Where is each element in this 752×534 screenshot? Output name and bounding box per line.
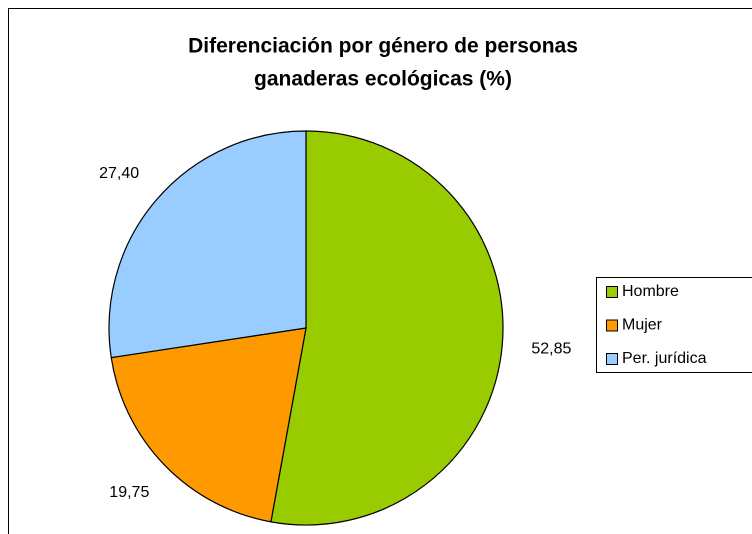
data-label: 52,85 — [531, 340, 571, 357]
legend-swatch — [606, 319, 618, 332]
legend-label: Mujer — [622, 317, 663, 334]
data-label: 19,75 — [109, 484, 149, 501]
pie-slice — [108, 130, 307, 359]
pie-slice — [110, 327, 307, 523]
pie-slice — [270, 130, 504, 526]
chart-title: ganaderas ecológicas (%) — [254, 68, 512, 91]
legend-label: Per. jurídica — [622, 350, 707, 367]
legend-swatch — [606, 286, 618, 298]
legend-label: Hombre — [622, 283, 679, 300]
legend-swatch — [606, 353, 618, 365]
chart-title: Diferenciación por género de personas — [188, 35, 578, 58]
legend — [596, 277, 752, 373]
data-label: 27,40 — [99, 165, 139, 182]
